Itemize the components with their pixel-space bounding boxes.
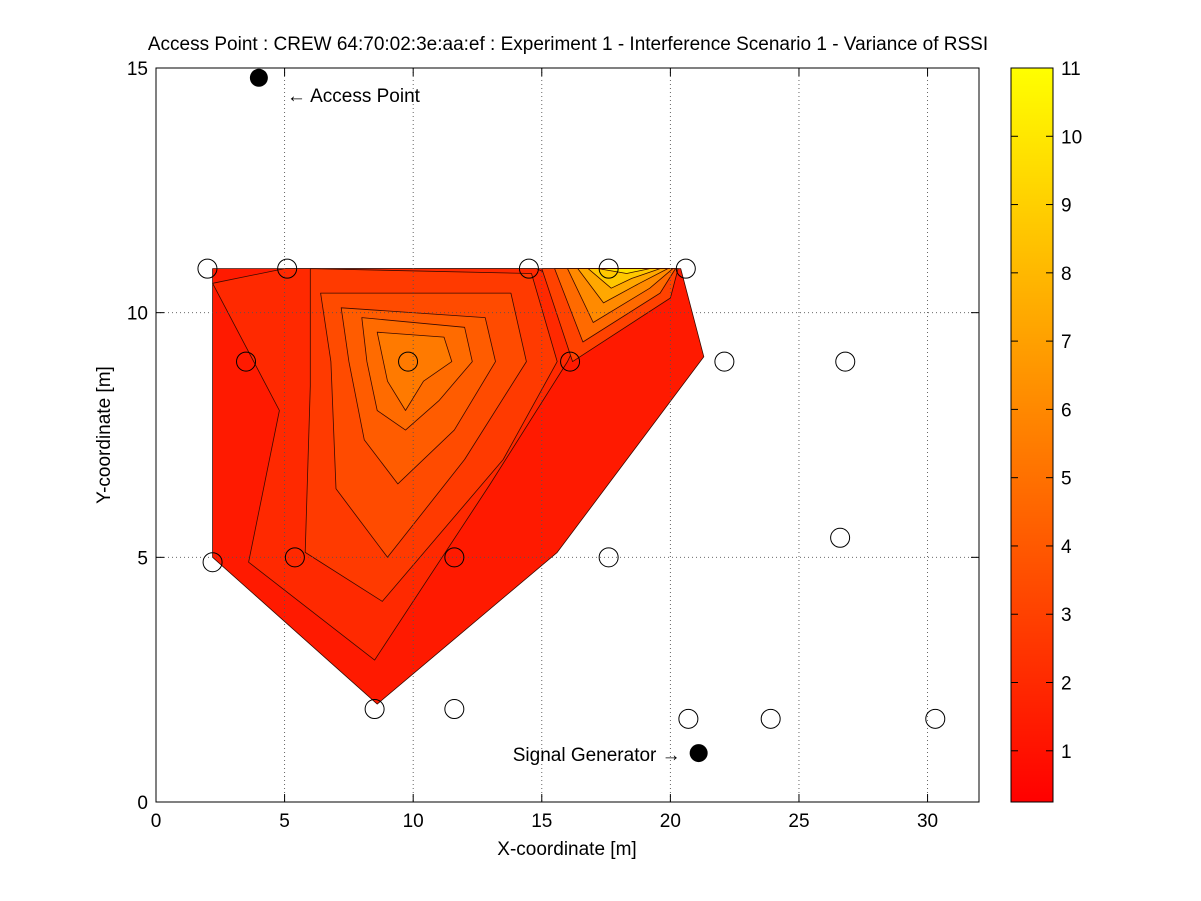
measurement-point-16 (444, 699, 465, 720)
colorbar: 1 2 3 4 5 6 7 8 9 10 11 (1010, 59, 1082, 803)
measurement-point-18 (760, 708, 781, 729)
measurement-point-11 (284, 547, 305, 568)
signal-generator-label: Signal Generator → (513, 745, 681, 766)
measurement-point-0 (197, 258, 218, 279)
x-tick-label-0: 0 (151, 811, 162, 832)
y-tick-label-0: 0 (137, 793, 148, 814)
colorbar-ticks: 1 2 3 4 5 6 7 8 9 10 11 (1011, 59, 1082, 763)
colorbar-tick-label-1: 1 (1061, 742, 1072, 763)
contour-fill (212, 268, 705, 705)
plot-area: ← Access Point Signal Generator → 0 5 10 15 2… (127, 59, 980, 832)
colorbar-tick-label-9: 9 (1061, 196, 1072, 217)
colorbar-tick-label-3: 3 (1061, 605, 1072, 626)
contour-region-12 (598, 268, 651, 274)
measurement-point-15 (364, 699, 385, 720)
y-tick-label-10: 10 (127, 304, 148, 325)
measurement-point-3 (598, 258, 619, 279)
measurement-point-4 (675, 258, 696, 279)
y-tick-label-15: 15 (127, 59, 148, 80)
measurement-point-6 (398, 351, 419, 372)
x-tick-label-15: 15 (531, 811, 552, 832)
measurement-point-7 (560, 351, 581, 372)
x-tick-label-10: 10 (403, 811, 424, 832)
x-axis-label: X-coordinate [m] (497, 839, 636, 860)
measurement-point-1 (277, 258, 298, 279)
contour-region-6 (376, 331, 453, 411)
colorbar-tick-label-11: 11 (1061, 59, 1081, 80)
measurement-point-8 (714, 351, 735, 372)
x-tick-label-5: 5 (279, 811, 290, 832)
colorbar-tick-label-7: 7 (1061, 332, 1072, 353)
measurement-point-5 (236, 351, 257, 372)
x-axis-ticks: 0 5 10 15 20 25 30 (151, 68, 938, 832)
colorbar-tick-label-5: 5 (1061, 469, 1072, 490)
colorbar-gradient (1010, 67, 1054, 803)
measurement-point-13 (598, 547, 619, 568)
x-tick-label-25: 25 (788, 811, 809, 832)
measurement-point-10 (202, 552, 223, 573)
access-point-marker (249, 68, 268, 87)
measurement-point-17 (678, 708, 699, 729)
measurement-point-19 (925, 708, 946, 729)
measurement-markers (197, 258, 946, 729)
signal-generator-marker (689, 744, 708, 763)
colorbar-tick-label-4: 4 (1061, 537, 1072, 558)
plot-frame (155, 67, 980, 803)
measurement-point-12 (444, 547, 465, 568)
measurement-point-9 (835, 351, 856, 372)
y-axis-label: Y-coordinate [m] (94, 366, 115, 504)
access-point-label: ← Access Point (287, 86, 421, 107)
y-axis-ticks: 0 5 10 15 (127, 59, 979, 814)
y-tick-label-5: 5 (137, 548, 148, 569)
colorbar-tick-label-2: 2 (1061, 674, 1072, 695)
colorbar-tick-label-8: 8 (1061, 264, 1072, 285)
measurement-point-2 (518, 258, 539, 279)
chart-title: Access Point : CREW 64:70:02:3e:aa:ef : … (148, 34, 988, 55)
measurement-point-14 (830, 527, 851, 548)
colorbar-tick-label-10: 10 (1061, 127, 1082, 148)
special-points: ← Access Point Signal Generator → (249, 68, 708, 766)
x-tick-label-20: 20 (660, 811, 681, 832)
colorbar-tick-label-6: 6 (1061, 400, 1072, 421)
x-tick-label-30: 30 (917, 811, 938, 832)
